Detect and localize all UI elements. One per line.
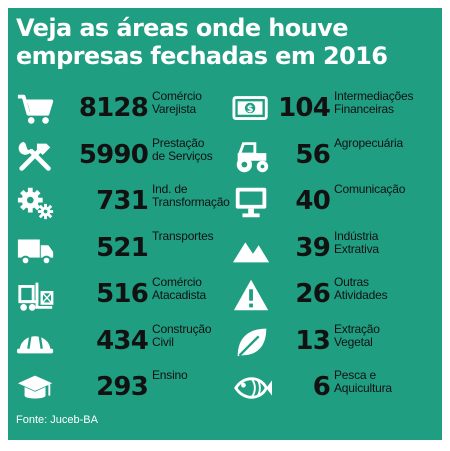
category-row: 39 Indústria Extrativa <box>230 228 442 272</box>
category-label: Ind. de Transformação <box>152 182 230 209</box>
category-row: 6 Pesca e Aquicultura <box>230 367 442 411</box>
category-label: Transportes <box>152 228 214 243</box>
category-row: 731 Ind. de Transformação <box>14 181 230 225</box>
warning-icon <box>232 276 272 314</box>
mountains-icon <box>232 230 272 268</box>
category-row: 40 Comunicação <box>230 181 442 225</box>
category-label: Extração Vegetal <box>334 321 380 349</box>
source-note: Fonte: Juceb-BA <box>16 414 98 426</box>
category-row: 13 Extração Vegetal <box>230 321 442 365</box>
closed-companies-count: 39 <box>295 232 330 263</box>
money-bill-icon: $ <box>232 90 272 128</box>
title-line-1: Veja as áreas onde houve <box>16 14 348 42</box>
category-row: 434 Construção Civil <box>14 321 228 365</box>
closed-companies-count: 6 <box>312 372 331 402</box>
infographic-card: Veja as áreas onde houve empresas fechad… <box>8 8 442 440</box>
closed-companies-count: 40 <box>295 186 330 216</box>
category-label: Outras Atividades <box>334 275 388 302</box>
closed-companies-count: 5990 <box>78 139 149 170</box>
category-label: Agropecuária <box>334 135 403 150</box>
category-label: Prestação de Serviços <box>152 135 213 163</box>
monitor-icon <box>232 183 272 221</box>
category-row: $104 Intermediações Financeiras <box>230 88 442 132</box>
truck-icon <box>16 230 56 268</box>
title-line-2: empresas fechadas em 2016 <box>16 42 388 70</box>
closed-companies-count: 434 <box>96 325 149 356</box>
category-row: 5990 Prestação de Serviços <box>14 135 228 179</box>
category-label: Pesca e Aquicultura <box>334 368 392 395</box>
category-label: Comércio Varejista <box>152 89 202 116</box>
tools-icon <box>16 137 56 175</box>
closed-companies-count: 104 <box>278 93 331 123</box>
closed-companies-count: 26 <box>295 279 330 309</box>
fish-icon <box>232 369 272 407</box>
category-label: Intermediações Financeiras <box>334 89 414 116</box>
category-label: Comunicação <box>334 182 406 196</box>
closed-companies-count: 56 <box>295 139 330 170</box>
category-row: 516 Comércio Atacadista <box>14 274 228 318</box>
category-label: Indústria Extrativa <box>334 228 379 256</box>
category-label: Ensino <box>152 368 188 382</box>
closed-companies-count: 516 <box>96 279 149 309</box>
category-row: 8128 Comércio Varejista <box>14 88 228 132</box>
closed-companies-count: 521 <box>96 232 149 263</box>
category-label: Construção Civil <box>152 321 212 349</box>
svg-text:$: $ <box>247 104 254 115</box>
infographic-title: Veja as áreas onde houve empresas fechad… <box>16 14 436 70</box>
closed-companies-count: 13 <box>295 325 330 356</box>
category-row: 56 Agropecuária <box>230 135 442 179</box>
closed-companies-count: 731 <box>96 186 149 216</box>
forklift-icon <box>16 276 56 314</box>
category-row: 521 Transportes <box>14 228 228 272</box>
leaf-icon <box>232 323 272 361</box>
closed-companies-count: 293 <box>96 372 149 402</box>
shopping-cart-icon <box>16 90 56 128</box>
tractor-icon <box>232 137 272 175</box>
category-row: 293 Ensino <box>14 367 228 411</box>
category-row: 26 Outras Atividades <box>230 274 442 318</box>
hard-hat-icon <box>16 323 56 361</box>
graduation-cap-icon <box>16 369 56 407</box>
gears-icon <box>16 183 56 221</box>
category-label: Comércio Atacadista <box>152 275 207 302</box>
closed-companies-count: 8128 <box>78 93 149 123</box>
